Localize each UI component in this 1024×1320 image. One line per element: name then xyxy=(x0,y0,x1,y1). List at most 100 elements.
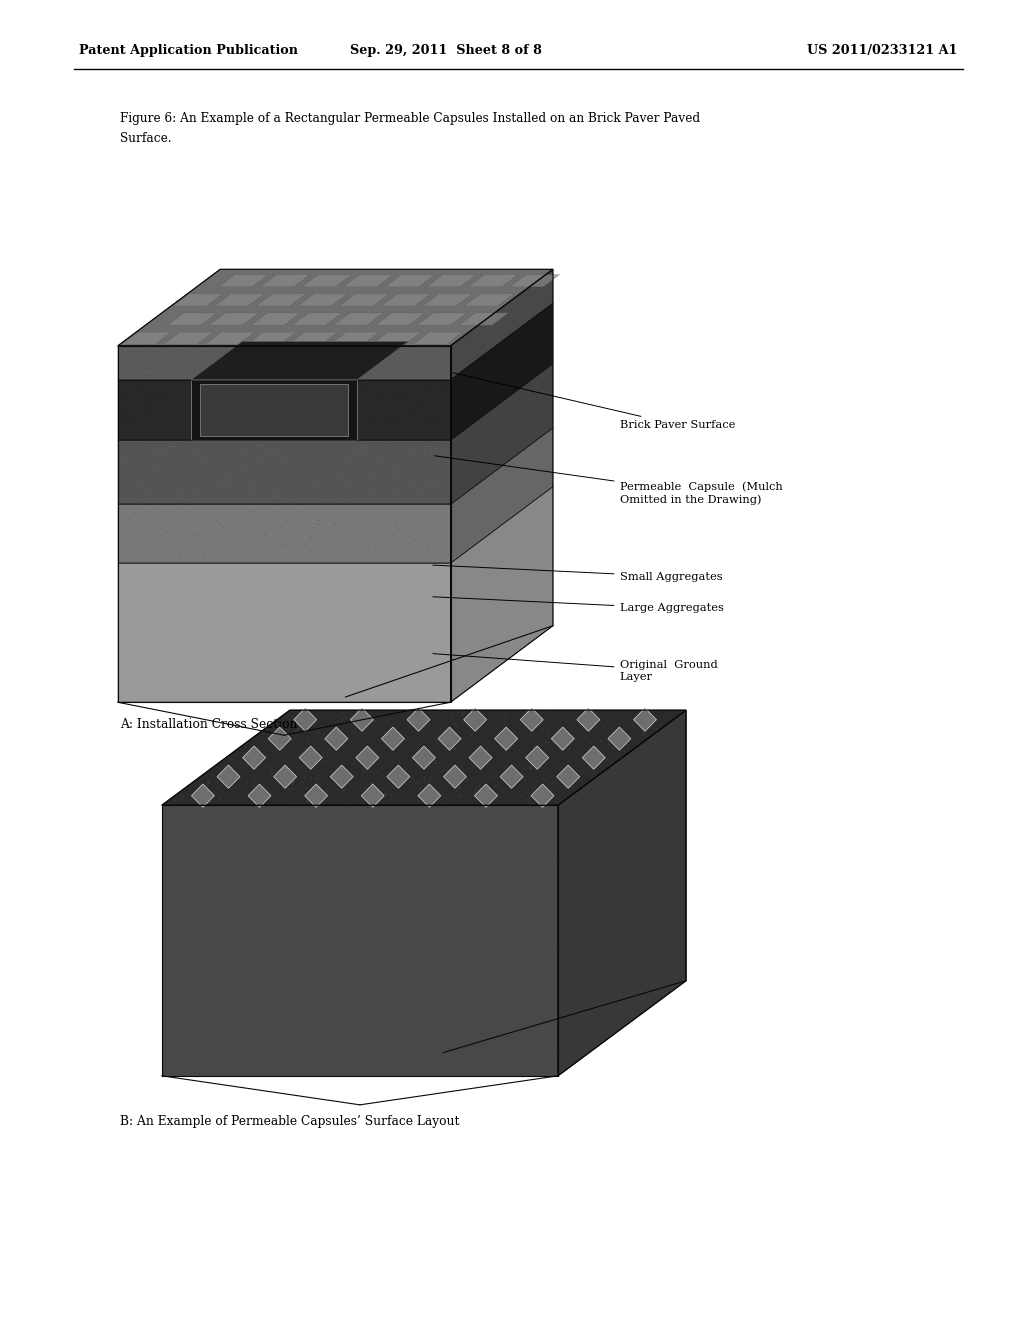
Point xyxy=(413,824,429,845)
Polygon shape xyxy=(294,708,316,731)
Point xyxy=(228,624,245,645)
Polygon shape xyxy=(302,275,351,286)
Point xyxy=(253,999,269,1020)
Point xyxy=(252,1015,268,1036)
Point xyxy=(393,668,410,689)
Point xyxy=(329,533,345,554)
Point xyxy=(127,673,143,694)
Point xyxy=(153,434,169,455)
Point xyxy=(272,533,289,554)
Point xyxy=(244,391,260,412)
Point xyxy=(523,1031,540,1052)
Point xyxy=(183,441,200,462)
Point xyxy=(366,343,382,364)
Point xyxy=(418,634,434,655)
Point xyxy=(518,865,535,886)
Point xyxy=(306,545,323,566)
Point xyxy=(485,941,502,962)
Point xyxy=(131,490,147,511)
Point xyxy=(118,343,134,364)
Point xyxy=(209,350,225,371)
Point xyxy=(379,1056,395,1077)
Point xyxy=(159,558,175,579)
Point xyxy=(162,1019,178,1040)
Point xyxy=(341,510,357,531)
Point xyxy=(364,383,380,404)
Point xyxy=(249,603,265,624)
Point xyxy=(358,360,375,381)
Polygon shape xyxy=(122,333,172,345)
Point xyxy=(333,362,349,383)
Point xyxy=(208,424,224,445)
Point xyxy=(322,374,338,395)
Point xyxy=(280,413,296,434)
Point xyxy=(317,342,334,363)
Point xyxy=(171,544,187,565)
Point xyxy=(494,894,510,915)
Point xyxy=(429,511,445,532)
Point xyxy=(423,661,439,682)
Point xyxy=(518,804,535,825)
Polygon shape xyxy=(510,275,559,286)
Point xyxy=(393,845,410,866)
Point xyxy=(229,525,246,546)
Point xyxy=(383,809,399,830)
Point xyxy=(193,958,209,979)
Point xyxy=(242,379,258,400)
Point xyxy=(122,407,138,428)
Point xyxy=(240,869,256,890)
Point xyxy=(162,348,178,370)
Point xyxy=(194,1060,210,1081)
Point xyxy=(282,507,298,528)
Text: Figure 6: An Example of a Rectangular Permeable Capsules Installed on an Brick P: Figure 6: An Example of a Rectangular Pe… xyxy=(120,112,700,125)
Point xyxy=(143,355,160,376)
Point xyxy=(433,375,450,396)
Point xyxy=(401,400,418,421)
Point xyxy=(234,396,251,417)
Point xyxy=(239,686,255,708)
Text: Permeable  Capsule  (Mulch
Omitted in the Drawing): Permeable Capsule (Mulch Omitted in the … xyxy=(435,455,782,504)
Point xyxy=(300,364,316,385)
Point xyxy=(188,520,205,541)
Polygon shape xyxy=(443,766,466,788)
Point xyxy=(178,821,195,842)
Point xyxy=(115,512,131,533)
Point xyxy=(157,466,173,487)
Point xyxy=(188,675,205,696)
Point xyxy=(390,517,407,539)
Point xyxy=(118,350,134,371)
Polygon shape xyxy=(118,380,451,441)
Point xyxy=(422,997,438,1018)
Point xyxy=(190,1023,207,1044)
Point xyxy=(350,574,367,595)
Point xyxy=(152,517,168,539)
Point xyxy=(391,388,408,409)
Point xyxy=(247,412,263,433)
Point xyxy=(252,535,268,556)
Point xyxy=(500,899,516,920)
Point xyxy=(164,517,180,539)
Point xyxy=(262,445,279,466)
Point xyxy=(196,467,212,488)
Point xyxy=(438,441,455,462)
Point xyxy=(422,442,438,463)
Point xyxy=(419,409,435,430)
Point xyxy=(119,407,135,428)
Point xyxy=(368,536,384,557)
Point xyxy=(346,1036,362,1057)
Point xyxy=(218,477,234,498)
Point xyxy=(292,358,308,379)
Point xyxy=(158,521,174,543)
Point xyxy=(390,890,407,911)
Point xyxy=(417,528,433,549)
Point xyxy=(265,958,282,979)
Point xyxy=(227,833,244,854)
Point xyxy=(339,348,355,370)
Point xyxy=(432,342,449,363)
Point xyxy=(227,351,244,372)
Point xyxy=(331,466,347,487)
Point xyxy=(191,519,208,540)
Point xyxy=(401,539,418,560)
Point xyxy=(197,461,213,482)
Point xyxy=(334,469,350,490)
